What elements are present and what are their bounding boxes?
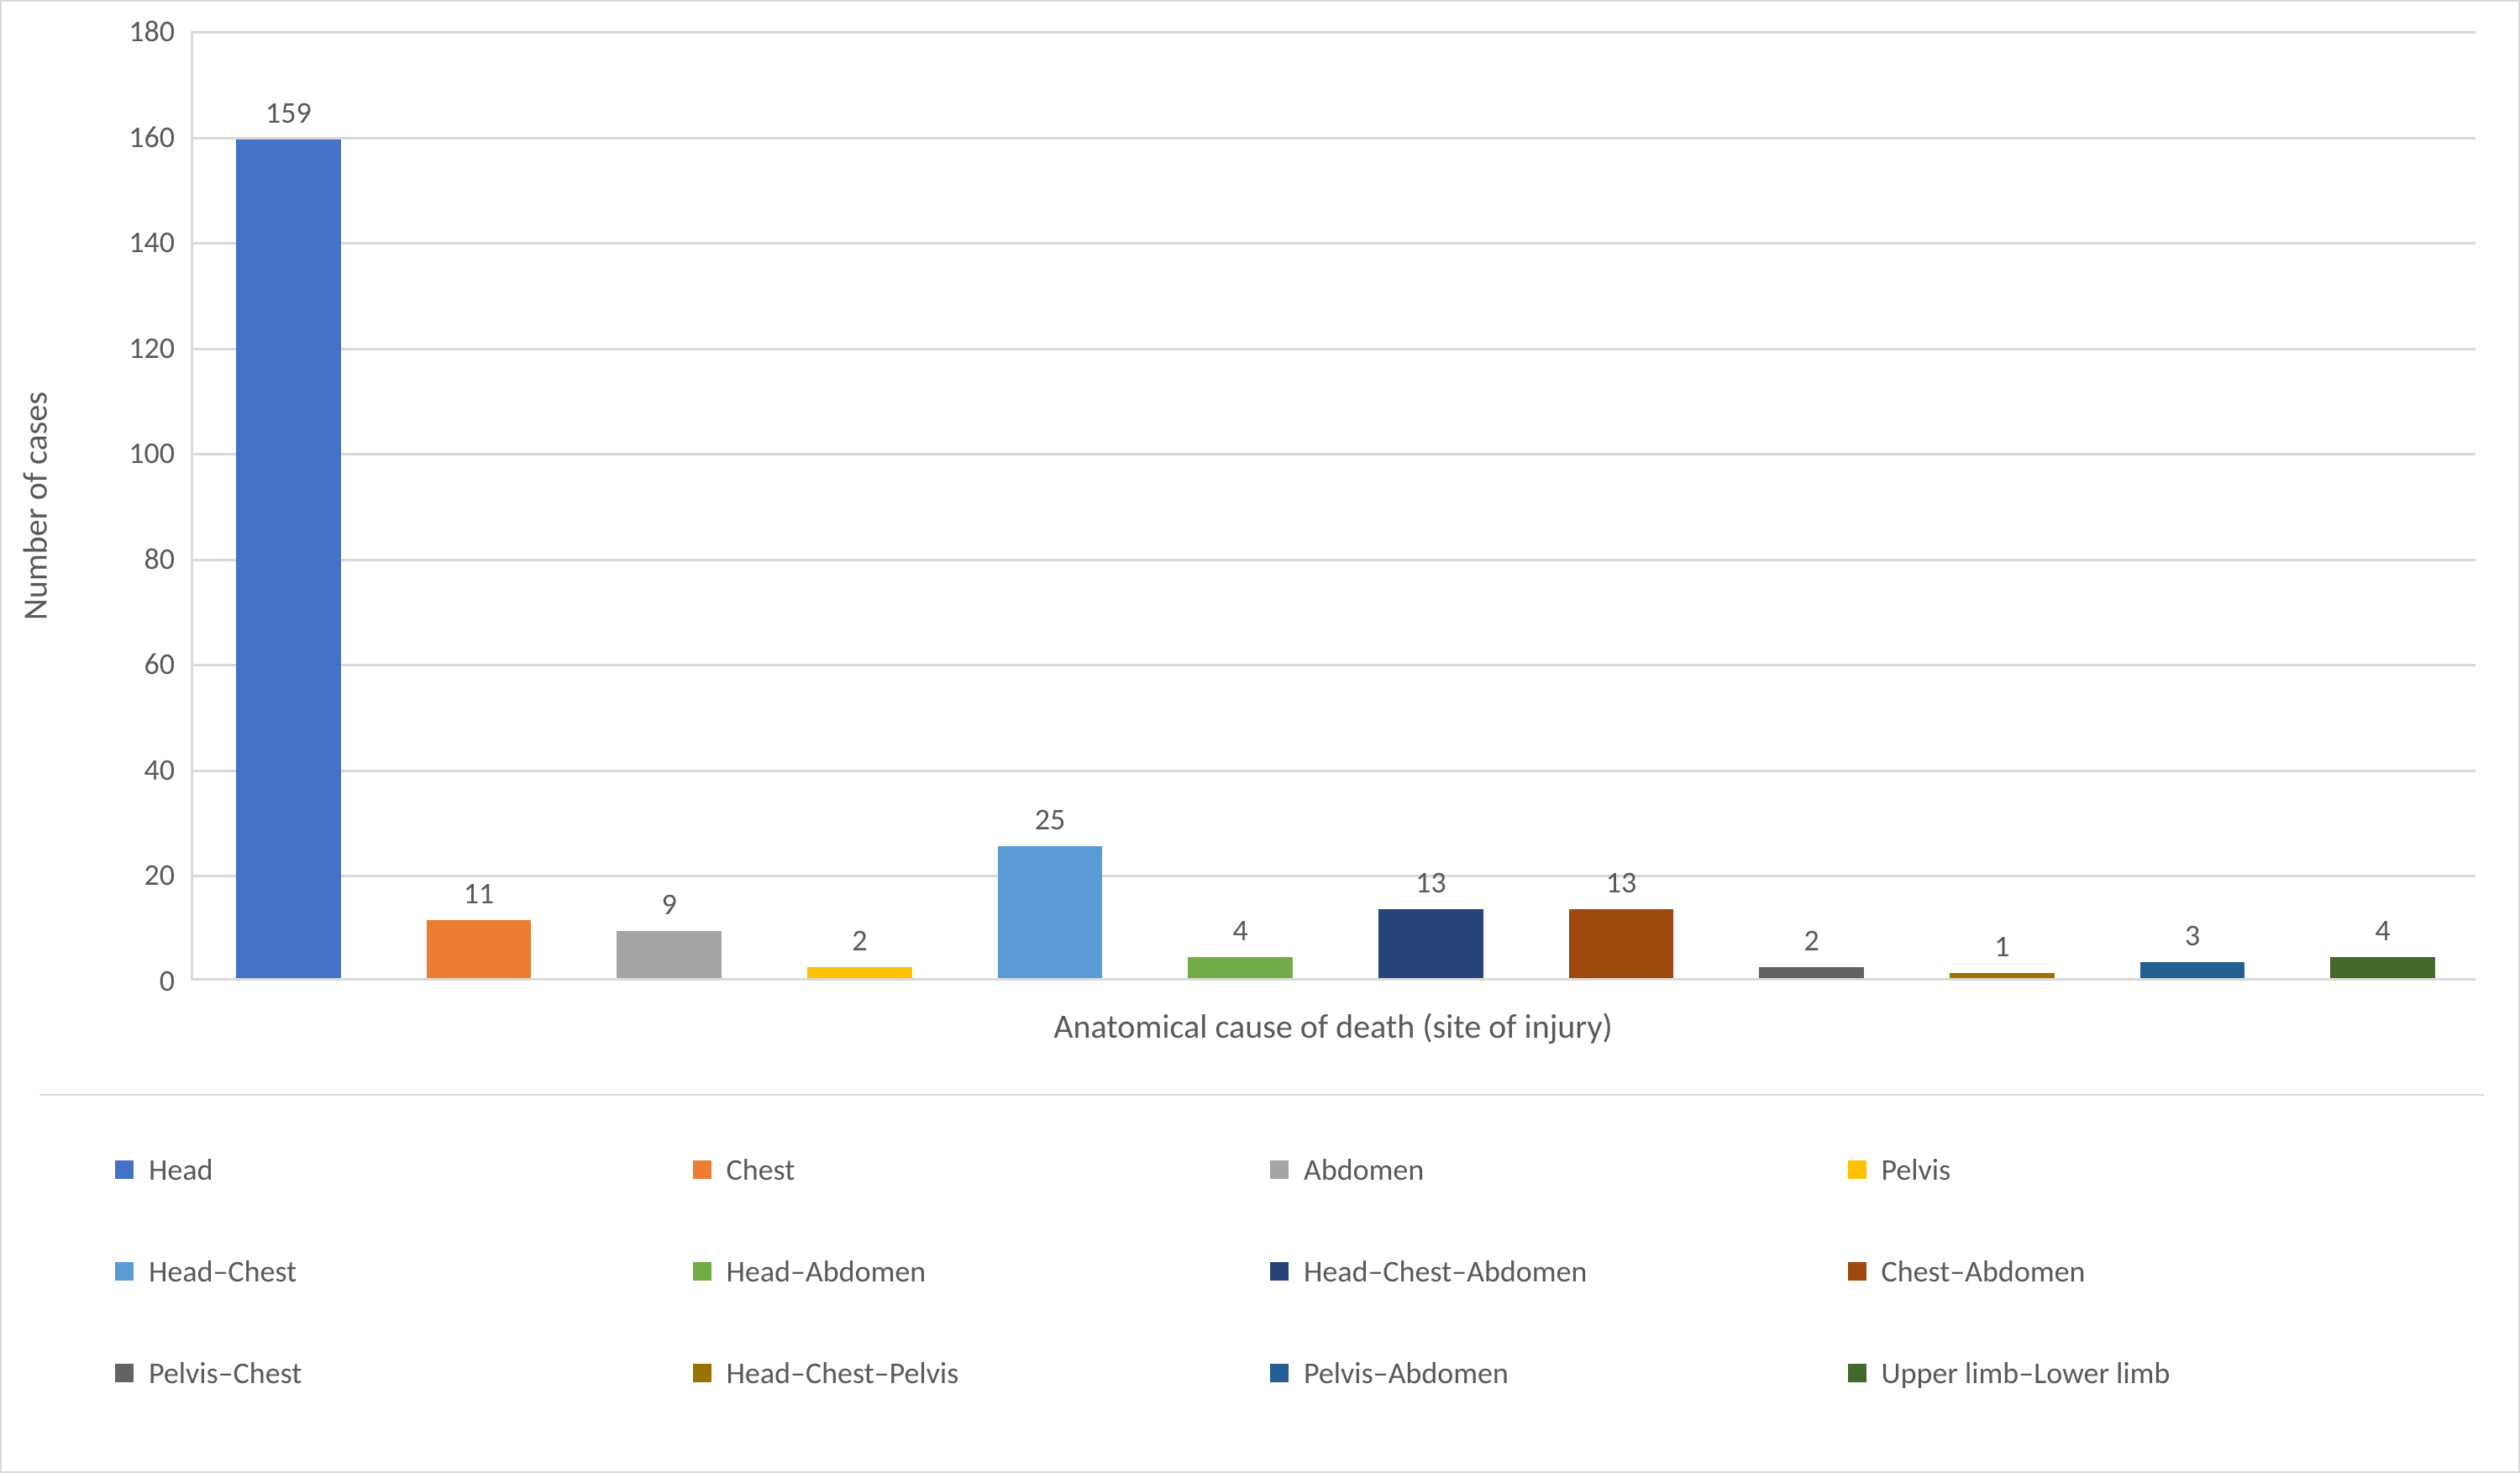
gridline: [193, 664, 2475, 666]
y-tick-label: 80: [91, 540, 175, 577]
y-tick-label: 140: [91, 224, 175, 260]
legend-item: Head–Chest–Abdomen: [1270, 1244, 1831, 1299]
legend-swatch: [693, 1364, 711, 1382]
gridline: [193, 453, 2475, 455]
legend-label: Pelvis: [1882, 1151, 1951, 1188]
legend-item: Chest–Abdomen: [1848, 1244, 2409, 1299]
legend-label: Head–Chest–Abdomen: [1304, 1253, 1587, 1290]
y-tick-label: 0: [91, 962, 175, 999]
legend-label: Head–Chest–Pelvis: [727, 1355, 959, 1391]
bar-value-label: 25: [955, 801, 1146, 838]
gridline: [193, 31, 2475, 34]
bar: [427, 920, 532, 978]
bar: [1759, 967, 1864, 978]
legend-item: Head: [115, 1142, 676, 1197]
legend-swatch: [1848, 1160, 1866, 1179]
legend-swatch: [1270, 1160, 1289, 1179]
legend-item: Pelvis: [1848, 1142, 2409, 1197]
bar: [1378, 909, 1483, 978]
legend-swatch: [693, 1262, 711, 1281]
legend-item: Chest: [693, 1142, 1254, 1197]
gridline: [193, 137, 2475, 139]
bar: [617, 931, 722, 979]
legend-label: Head–Abdomen: [727, 1253, 927, 1290]
legend-label: Chest: [727, 1151, 795, 1188]
legend-item: Head–Chest–Pelvis: [693, 1345, 1254, 1401]
bar: [2140, 962, 2245, 978]
bar-value-label: 13: [1336, 864, 1526, 901]
legend-item: Abdomen: [1270, 1142, 1831, 1197]
bar: [1950, 973, 2055, 978]
bar: [236, 139, 341, 978]
bar: [1188, 957, 1293, 978]
legend-label: Head–Chest: [149, 1253, 297, 1290]
bar-value-label: 4: [1145, 912, 1336, 949]
legend-label: Head: [149, 1151, 213, 1188]
legend: Head Chest Abdomen Pelvis Head–Chest Head–Abd…: [39, 1094, 2484, 1434]
legend-swatch: [115, 1364, 134, 1382]
bar-value-label: 1: [1907, 928, 2097, 965]
y-tick-label: 120: [91, 329, 175, 366]
chart-container: Number of cases 0 20 40 60 80 100 120 140 160 180…: [0, 0, 2520, 1473]
gridline: [193, 770, 2475, 772]
legend-swatch: [115, 1262, 134, 1281]
legend-item: Head–Chest: [115, 1244, 676, 1299]
legend-swatch: [1270, 1262, 1289, 1281]
bar-value-label: 11: [384, 875, 575, 912]
legend-label: Chest–Abdomen: [1882, 1253, 2086, 1290]
plot-area: 159119225413132134: [191, 31, 2475, 981]
legend-swatch: [1848, 1364, 1866, 1382]
bar: [1569, 909, 1674, 978]
legend-item: Pelvis–Chest: [115, 1345, 676, 1401]
y-tick-label: 180: [91, 13, 175, 50]
legend-swatch: [693, 1160, 711, 1179]
legend-item: Pelvis–Abdomen: [1270, 1345, 1831, 1401]
legend-label: Abdomen: [1304, 1151, 1424, 1188]
bar: [2330, 957, 2435, 978]
bar-value-label: 13: [1526, 864, 1717, 901]
legend-label: Pelvis–Chest: [149, 1355, 302, 1391]
gridline: [193, 242, 2475, 245]
y-tick-label: 100: [91, 434, 175, 471]
legend-item: Head–Abdomen: [693, 1244, 1254, 1299]
y-axis-title: Number of cases: [15, 392, 56, 620]
bar-value-label: 2: [1716, 922, 1907, 959]
x-axis-title: Anatomical cause of death (site of injur…: [191, 1006, 2475, 1047]
bar: [998, 846, 1103, 978]
legend-swatch: [1848, 1262, 1866, 1281]
bar-value-label: 3: [2097, 917, 2288, 954]
y-tick-label: 40: [91, 751, 175, 788]
y-tick-label: 60: [91, 645, 175, 682]
gridline: [193, 559, 2475, 561]
gridline: [193, 348, 2475, 350]
legend-swatch: [115, 1160, 134, 1179]
y-tick-label: 20: [91, 856, 175, 893]
bar-value-label: 9: [574, 886, 764, 923]
legend-swatch: [1270, 1364, 1289, 1382]
bar-value-label: 2: [764, 922, 955, 959]
bar-value-label: 159: [193, 94, 384, 131]
bar: [807, 967, 912, 978]
legend-item: Upper limb–Lower limb: [1848, 1345, 2409, 1401]
legend-label: Upper limb–Lower limb: [1882, 1355, 2171, 1391]
y-tick-label: 160: [91, 118, 175, 155]
legend-label: Pelvis–Abdomen: [1304, 1355, 1509, 1391]
bar-value-label: 4: [2287, 912, 2478, 949]
